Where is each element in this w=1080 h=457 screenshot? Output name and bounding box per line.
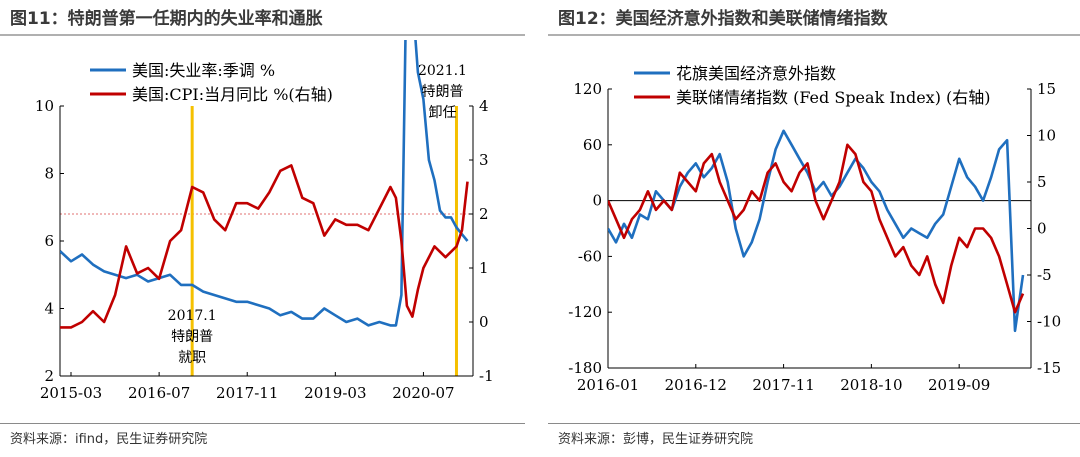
series-line-1 bbox=[608, 129, 1025, 333]
surprise-fedspeak-chart: -180 -120 -60 0 60 120 -15 -10 -5 0 5 10 15 2016-01 20… bbox=[568, 64, 1061, 394]
legend-label-2: 美联储情绪指数 (Fed Speak Index) (右轴) bbox=[676, 88, 991, 107]
y-left-tick-label: 120 bbox=[573, 80, 602, 98]
y-right-tick-label: 4 bbox=[479, 97, 489, 115]
y-left-tick-label: 4 bbox=[44, 300, 54, 318]
y-left-tick-label: -180 bbox=[568, 359, 602, 377]
y-right-tick-label: 10 bbox=[1037, 127, 1056, 145]
legend-label-1: 花旗美国经济意外指数 bbox=[676, 64, 836, 83]
y-right-tick-label: -15 bbox=[1037, 359, 1061, 377]
y-left-tick-label: 6 bbox=[44, 232, 54, 250]
y-right-tick-label: 0 bbox=[479, 313, 489, 331]
x-tick-label: 2017-11 bbox=[752, 376, 814, 394]
left-chart-panel: 图11：特朗普第一任期内的失业率和通胀 2 4 6 8 10 -1 0 1 2 3 4 2015-03… bbox=[0, 0, 525, 457]
unemployment-cpi-chart: 2 4 6 8 10 -1 0 1 2 3 4 2015-03 2016-07 2017-11 2019-0… bbox=[35, 40, 494, 402]
annotation-label: 就职 bbox=[178, 350, 206, 366]
y-left-tick-label: 0 bbox=[592, 192, 602, 210]
x-tick-label: 2016-12 bbox=[665, 376, 727, 394]
x-tick-label: 2019-03 bbox=[304, 384, 366, 402]
y-right-tick-label: 5 bbox=[1037, 173, 1047, 191]
x-tick-label: 2019-09 bbox=[928, 376, 990, 394]
y-left-tick-label: -120 bbox=[568, 303, 602, 321]
y-left-tick-label: 8 bbox=[44, 165, 54, 183]
annotation-label: 2021.1 bbox=[418, 63, 467, 79]
x-tick-label: 2016-07 bbox=[128, 384, 190, 402]
y-right-tick-label: 3 bbox=[479, 151, 489, 169]
x-tick-label: 2018-10 bbox=[840, 376, 902, 394]
y-left-tick-label: -60 bbox=[578, 247, 602, 265]
x-tick-label: 2015-03 bbox=[40, 384, 102, 402]
y-left-tick-label: 10 bbox=[35, 97, 54, 115]
annotation-label: 卸任 bbox=[428, 105, 456, 121]
right-chart-panel: 图12：美国经济意外指数和美联储情绪指数 -180 -120 -60 0 60 120 -1… bbox=[548, 0, 1080, 457]
y-right-tick-label: 2 bbox=[479, 205, 489, 223]
footer-rule bbox=[548, 423, 1080, 424]
right-panel-title: 图12：美国经济意外指数和美联储情绪指数 bbox=[558, 9, 888, 29]
title-rule bbox=[0, 34, 525, 36]
title-rule bbox=[548, 34, 1080, 36]
y-right-tick-label: -10 bbox=[1037, 313, 1061, 331]
y-right-tick-label: -1 bbox=[479, 367, 494, 385]
legend-label-1: 美国:失业率:季调 % bbox=[132, 61, 275, 80]
annotation-label: 2017.1 bbox=[168, 308, 217, 324]
x-tick-label: 2017-11 bbox=[216, 384, 278, 402]
series-line-2 bbox=[60, 164, 469, 329]
y-left-tick-label: 60 bbox=[583, 136, 602, 154]
y-right-tick-label: 0 bbox=[1037, 220, 1047, 238]
annotation-label: 特朗普 bbox=[421, 84, 463, 100]
x-tick-label: 2016-01 bbox=[577, 376, 639, 394]
y-left-tick-label: 2 bbox=[44, 367, 54, 385]
left-panel-title: 图11：特朗普第一任期内的失业率和通胀 bbox=[10, 9, 323, 29]
x-tick-label: 2020-07 bbox=[392, 384, 454, 402]
y-right-tick-label: 15 bbox=[1037, 80, 1056, 98]
right-source-note: 资料来源：彭博，民生证券研究院 bbox=[558, 432, 754, 447]
footer-rule bbox=[0, 423, 525, 424]
series-line-1 bbox=[60, 40, 469, 327]
y-right-tick-label: 1 bbox=[479, 259, 489, 277]
series-line-2 bbox=[608, 143, 1025, 314]
legend-label-2: 美国:CPI:当月同比 %(右轴) bbox=[132, 85, 333, 104]
y-right-tick-label: -5 bbox=[1037, 266, 1052, 284]
left-source-note: 资料来源：ifind，民生证券研究院 bbox=[10, 432, 208, 447]
annotation-label: 特朗普 bbox=[171, 329, 213, 345]
